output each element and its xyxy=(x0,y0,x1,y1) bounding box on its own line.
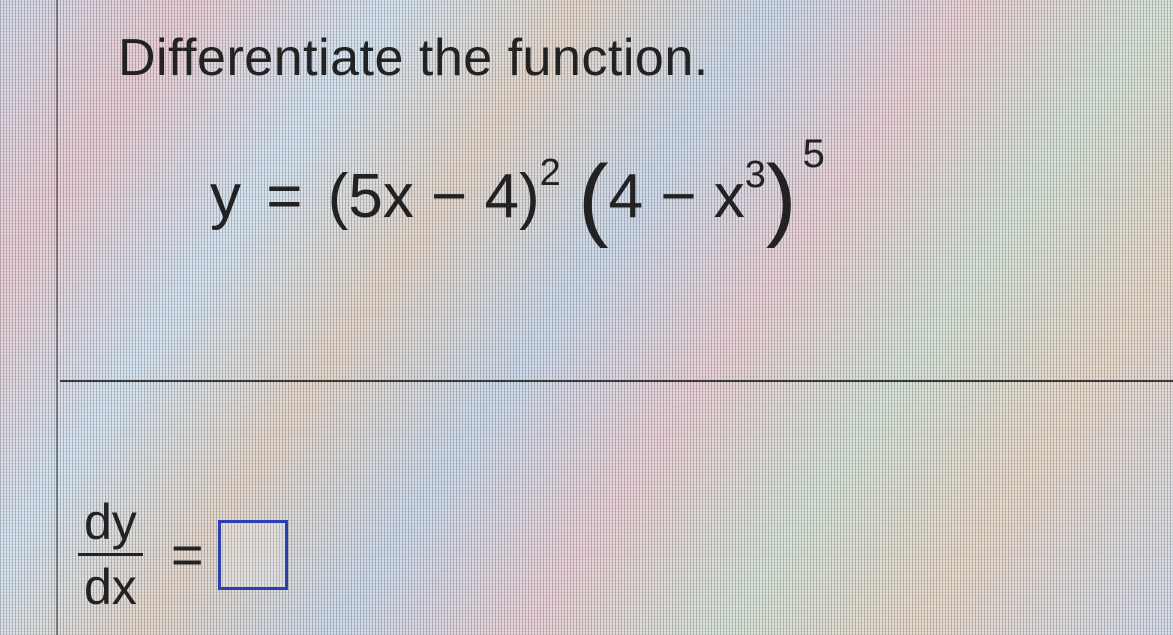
factor1-inner: 5x − 4 xyxy=(348,161,519,232)
question-prompt: Differentiate the function. xyxy=(118,28,709,88)
factor1-open: ( xyxy=(328,161,349,232)
fraction-numerator: dy xyxy=(78,495,143,549)
factor1-close: ) xyxy=(519,161,540,232)
fraction-bar xyxy=(78,553,143,556)
function-equation: y = (5x − 4)2 (4 − x3)5 xyxy=(210,160,825,232)
dy-dx-fraction: dy dx xyxy=(78,495,143,614)
eq-equals: = xyxy=(266,161,302,232)
worksheet-page: Differentiate the function. y = (5x − 4)… xyxy=(0,0,1173,635)
answer-equals: = xyxy=(171,522,204,587)
left-margin-rule xyxy=(56,0,58,635)
answer-input-box[interactable] xyxy=(218,520,288,590)
factor2-exponent: 5 xyxy=(803,132,825,176)
factor2-inner-exponent: 3 xyxy=(745,154,766,196)
eq-lhs: y xyxy=(210,161,241,232)
answer-row: dy dx = xyxy=(78,495,288,614)
factor1-exponent: 2 xyxy=(540,152,561,194)
factor2-term: 4 − x xyxy=(609,161,745,232)
fraction-denominator: dx xyxy=(78,560,143,614)
section-divider xyxy=(60,380,1173,382)
